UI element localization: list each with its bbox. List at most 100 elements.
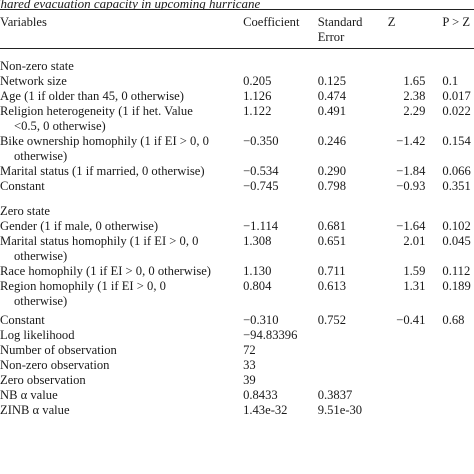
row-standard-error: 0.651 [317,234,347,248]
table-row: Constant −0.310 0.752 −0.41 0.68 [0,313,474,328]
stat-se [318,358,384,373]
row-z: 2.38 [403,89,426,103]
row-standard-error: 0.125 [317,74,347,88]
stat-label: Zero observation [0,373,86,387]
row-p: 0.022 [442,104,471,118]
row-p: 0.112 [442,264,471,278]
row-standard-error: 0.491 [317,104,347,118]
section-heading: Non-zero state [0,59,474,74]
header-rule [0,48,474,49]
stat-label: Log likelihood [0,328,75,342]
row-variable-line1: Marital status homophily (1 if EI > 0, 0 [0,234,199,248]
regression-table: Variables Coefficient Standard Error Z P… [0,10,474,418]
header-variables: Variables [0,15,47,29]
row-variable-line2: otherwise) [14,149,68,163]
row-p: 0.066 [442,164,471,178]
top-rule [0,9,474,10]
table-row: Region homophily (1 if EI > 0, 0 otherwis… [0,279,474,309]
table-row: Age (1 if older than 45, 0 otherwise) 1.… [0,89,474,104]
row-z: 2.01 [403,234,426,248]
table-row: Marital status homophily (1 if EI > 0, 0… [0,234,474,264]
row-coefficient: 0.205 [243,74,272,88]
stat-value: 0.8433 [243,388,278,402]
row-z: 1.31 [403,279,426,293]
stat-label: NB α value [0,388,58,402]
row-z: 2.29 [403,104,426,118]
row-variable: Constant [0,313,45,327]
stat-value: 1.43e-32 [243,403,288,417]
row-standard-error: 0.711 [317,264,346,278]
row-variable: Marital status (1 if married, 0 otherwis… [0,164,205,178]
row-standard-error: 0.752 [317,313,347,327]
row-z: −1.42 [396,134,426,148]
row-variable-line2: otherwise) [14,294,68,308]
results-table-figure: Shared evacuation capacity in upcoming h… [0,0,474,418]
row-coefficient: −0.745 [243,179,279,193]
section-heading: Zero state [0,204,474,219]
row-coefficient: −0.310 [243,313,279,327]
header-p: P > Z [442,15,471,29]
row-coefficient: 1.130 [243,264,272,278]
row-variable: Religion heterogeneity (1 if het. Value <… [0,104,243,134]
row-variable: Network size [0,74,67,88]
stat-value: 33 [243,358,256,372]
stat-value: 72 [243,343,256,357]
table-row: Gender (1 if male, 0 otherwise) −1.114 0… [0,219,474,234]
row-variable: Region homophily (1 if EI > 0, 0 otherwis… [0,279,243,309]
stat-se [318,373,384,388]
row-z: 1.59 [403,264,426,278]
row-standard-error: 0.474 [317,89,347,103]
stat-value: −94.83396 [243,328,298,342]
row-z: 1.65 [403,74,426,88]
table-row: Constant −0.745 0.798 −0.93 0.351 [0,179,474,194]
row-variable-line2: <0.5, 0 otherwise) [14,119,106,133]
section-title-nonzero: Non-zero state [0,59,74,73]
row-p: 0.1 [442,74,459,88]
section-title-zero: Zero state [0,204,50,218]
stat-se: 9.51e-30 [317,403,363,417]
stats-row: Number of observation 72 [0,343,474,358]
row-p: 0.351 [442,179,471,193]
stat-label: Non-zero observation [0,358,110,372]
table-row: Marital status (1 if married, 0 otherwis… [0,164,474,179]
stat-label: Number of observation [0,343,117,357]
stat-label: ZINB α value [0,403,70,417]
row-z: −0.41 [396,313,426,327]
row-standard-error: 0.290 [317,164,347,178]
table-row: Bike ownership homophily (1 if EI > 0, 0… [0,134,474,164]
stats-row: Zero observation 39 [0,373,474,388]
table-row: Race homophily (1 if EI > 0, 0 otherwise… [0,264,474,279]
row-p: 0.189 [442,279,471,293]
row-variable: Gender (1 if male, 0 otherwise) [0,219,159,233]
table-row: Religion heterogeneity (1 if het. Value <… [0,104,474,134]
row-standard-error: 0.681 [317,219,347,233]
row-p: 0.68 [442,313,465,327]
row-variable-line1: Religion heterogeneity (1 if het. Value [0,104,193,118]
row-z: −0.93 [396,179,426,193]
stats-row: Log likelihood −94.83396 [0,328,474,343]
row-variable: Constant [0,179,45,193]
header-standard-error: Standard Error [317,15,363,44]
row-coefficient: 0.804 [243,279,272,293]
stat-se: 0.3837 [317,388,353,402]
row-variable: Marital status homophily (1 if EI > 0, 0… [0,234,243,264]
row-standard-error: 0.798 [317,179,347,193]
row-standard-error: 0.246 [317,134,347,148]
row-coefficient: 1.122 [243,104,272,118]
stats-row: Non-zero observation 33 [0,358,474,373]
row-variable-line2: otherwise) [14,249,68,263]
table-row: Network size 0.205 0.125 1.65 0.1 [0,74,474,89]
row-standard-error: 0.613 [317,279,347,293]
header-coefficient: Coefficient [243,15,300,29]
row-p: 0.045 [442,234,471,248]
row-coefficient: 1.308 [243,234,272,248]
row-variable-line1: Region homophily (1 if EI > 0, 0 [0,279,166,293]
row-coefficient: −1.114 [243,219,279,233]
row-variable: Age (1 if older than 45, 0 otherwise) [0,89,184,103]
row-variable: Race homophily (1 if EI > 0, 0 otherwise… [0,264,212,278]
header-row: Variables Coefficient Standard Error Z P… [0,10,474,48]
row-p: 0.102 [442,219,471,233]
stat-se [318,343,384,358]
stat-se [318,328,384,343]
table-caption: Shared evacuation capacity in upcoming h… [0,0,261,9]
